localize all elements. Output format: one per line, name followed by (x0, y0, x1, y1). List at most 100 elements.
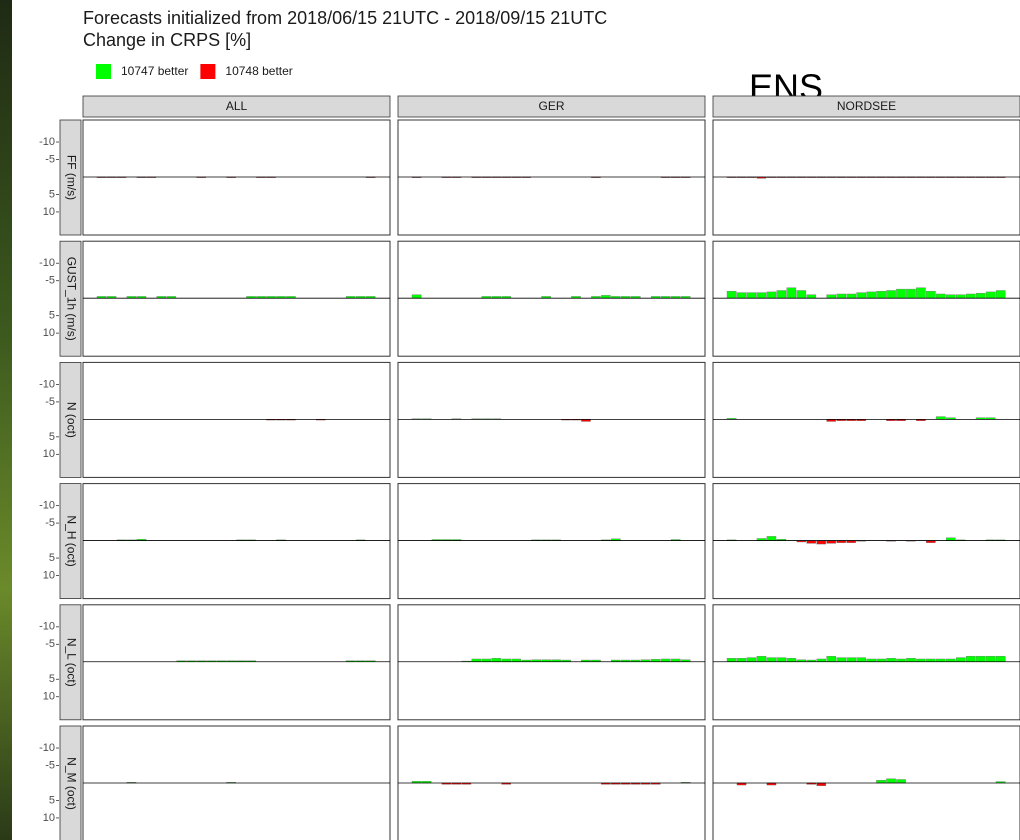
bar (736, 292, 747, 299)
bar (975, 293, 986, 299)
y-tick-label: 5 (49, 673, 55, 685)
bar (985, 291, 996, 299)
bar (660, 658, 671, 662)
bar (936, 658, 946, 662)
y-tick-label: 5 (49, 794, 55, 806)
panel (82, 240, 391, 357)
panel (82, 361, 391, 478)
bar (955, 657, 966, 662)
bar (906, 658, 916, 662)
y-tick-label: -5 (45, 275, 55, 287)
bar (776, 290, 787, 299)
legend-label: 10748 better (225, 64, 292, 78)
row-strip-label: N_L (oct) (64, 638, 78, 687)
bar (866, 658, 876, 662)
y-tick-label: -5 (45, 396, 55, 408)
bar (836, 657, 846, 662)
bar (876, 658, 886, 662)
chart-title: Forecasts initialized from 2018/06/15 21… (83, 8, 607, 28)
y-tick-label: 10 (43, 691, 55, 703)
row-strip (59, 725, 82, 840)
bar (756, 292, 767, 299)
bar (826, 294, 837, 299)
bar (481, 658, 492, 662)
bar (786, 287, 797, 299)
bar (955, 294, 966, 299)
legend-swatch (200, 64, 216, 79)
column-strip-label: ALL (226, 99, 248, 113)
panel (82, 119, 391, 236)
bar (886, 290, 896, 299)
column-strip-label: NORDSEE (837, 99, 896, 113)
y-tick-label: -5 (45, 517, 55, 529)
y-tick-label: 5 (49, 188, 55, 200)
y-tick-label: -10 (39, 378, 55, 390)
bar (886, 658, 896, 662)
column-strip (397, 95, 706, 118)
row-strip-label: N_H (oct) (64, 515, 78, 566)
bar (471, 658, 482, 662)
bar (826, 655, 837, 662)
panel (82, 483, 391, 600)
bar (766, 536, 777, 541)
bar (856, 657, 866, 662)
panel (397, 483, 706, 600)
y-tick-label: 10 (43, 812, 55, 824)
bar (776, 657, 787, 662)
panel (712, 240, 1020, 357)
panel (82, 604, 391, 721)
row-strip (59, 119, 82, 236)
bar (965, 293, 976, 299)
bar (906, 288, 916, 299)
y-tick-label: 10 (43, 448, 55, 460)
y-tick-label: 10 (43, 569, 55, 581)
chart-subtitle: Change in CRPS [%] (83, 30, 251, 50)
bar (796, 290, 807, 299)
legend-swatch (96, 64, 111, 79)
y-tick-label: -5 (45, 638, 55, 650)
bar (896, 779, 906, 784)
y-tick-label: 5 (49, 310, 55, 322)
bar (726, 290, 737, 299)
bar (985, 655, 996, 662)
bar (670, 658, 681, 662)
panel (397, 604, 706, 721)
bar (866, 291, 876, 299)
bar (886, 778, 896, 784)
bar (601, 295, 611, 299)
row-strip-label: N (oct) (64, 402, 78, 438)
bar (936, 416, 946, 420)
bar (511, 658, 522, 662)
bar (766, 657, 777, 662)
y-tick-label: 5 (49, 431, 55, 443)
bar (491, 658, 502, 662)
bar (846, 657, 856, 662)
bar (846, 293, 856, 299)
bar (995, 290, 1006, 299)
row-strip (59, 240, 82, 357)
y-tick-label: 10 (43, 206, 55, 218)
bar (816, 540, 827, 545)
column-strip (82, 95, 391, 118)
legend-label: 10747 better (121, 64, 188, 78)
y-tick-label: 10 (43, 327, 55, 339)
bar (746, 657, 757, 662)
bar (786, 658, 797, 662)
bar (806, 540, 817, 544)
bar (946, 294, 956, 299)
bar (806, 294, 817, 299)
bar (946, 537, 956, 541)
y-tick-label: -5 (45, 759, 55, 771)
panel (712, 604, 1020, 721)
bar (965, 655, 976, 662)
row-strip (59, 361, 82, 478)
row-strip (59, 604, 82, 721)
bar (995, 655, 1006, 662)
bar (746, 292, 757, 299)
bar (736, 658, 747, 662)
bar (856, 292, 866, 299)
y-tick-label: 5 (49, 552, 55, 564)
bar (936, 293, 946, 299)
panel (712, 483, 1020, 600)
